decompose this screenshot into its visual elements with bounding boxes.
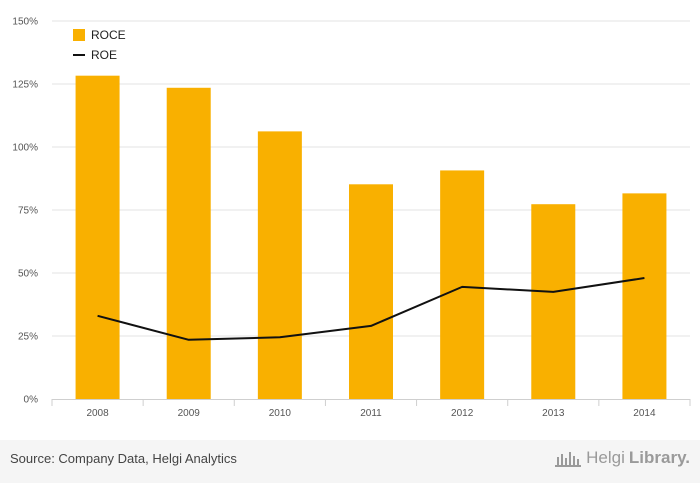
chart-area: 0% 25% 50% 75% 100% 125% 150% 2008 2009 2010 2011 2… <box>12 17 691 419</box>
x-tick-label: 2009 <box>178 408 201 419</box>
helgi-library-logo: Helgi Library. <box>554 448 690 468</box>
bar-roce-2009 <box>166 87 211 399</box>
x-tick-label: 2008 <box>86 408 109 419</box>
bar-roce-2013 <box>531 204 576 399</box>
x-tick-label: 2010 <box>269 408 292 419</box>
bar-roce-2011 <box>349 184 393 399</box>
x-tick-label: 2012 <box>451 408 474 419</box>
y-tick-label: 50% <box>18 269 38 280</box>
y-tick-label: 0% <box>24 395 39 406</box>
y-tick-label: 100% <box>12 143 38 154</box>
x-tick-label: 2011 <box>360 408 382 419</box>
bars-layer <box>75 75 667 400</box>
library-building-icon <box>555 452 582 467</box>
bar-roce-2012 <box>440 170 485 399</box>
brand-name-library: Library. <box>628 448 690 467</box>
legend-roe-label: ROE <box>91 48 117 62</box>
axis-layer: 0% 25% 50% 75% 100% 125% 150% 2008 2009 2010 2011 2… <box>12 17 691 419</box>
brand-name-helgi: Helgi <box>586 448 625 467</box>
y-tick-label: 25% <box>18 332 38 343</box>
legend: ROCE ROE <box>73 28 126 62</box>
x-tick-label: 2013 <box>542 408 565 419</box>
legend-roce-swatch <box>73 29 85 41</box>
bar-roce-2014 <box>622 193 667 399</box>
roce-roe-chart: 0% 25% 50% 75% 100% 125% 150% 2008 2009 2010 2011 2… <box>12 17 691 419</box>
y-tick-label: 75% <box>18 206 38 217</box>
line-layer <box>97 277 645 341</box>
legend-roce-label: ROCE <box>91 28 126 42</box>
y-tick-label: 125% <box>12 80 38 91</box>
y-tick-label: 150% <box>12 17 38 28</box>
source-note: Source: Company Data, Helgi Analytics <box>10 451 237 466</box>
bar-roce-2008 <box>75 75 120 400</box>
footer: Source: Company Data, Helgi Analytics He… <box>0 440 700 483</box>
x-tick-label: 2014 <box>633 408 656 419</box>
bar-roce-2010 <box>257 131 302 399</box>
